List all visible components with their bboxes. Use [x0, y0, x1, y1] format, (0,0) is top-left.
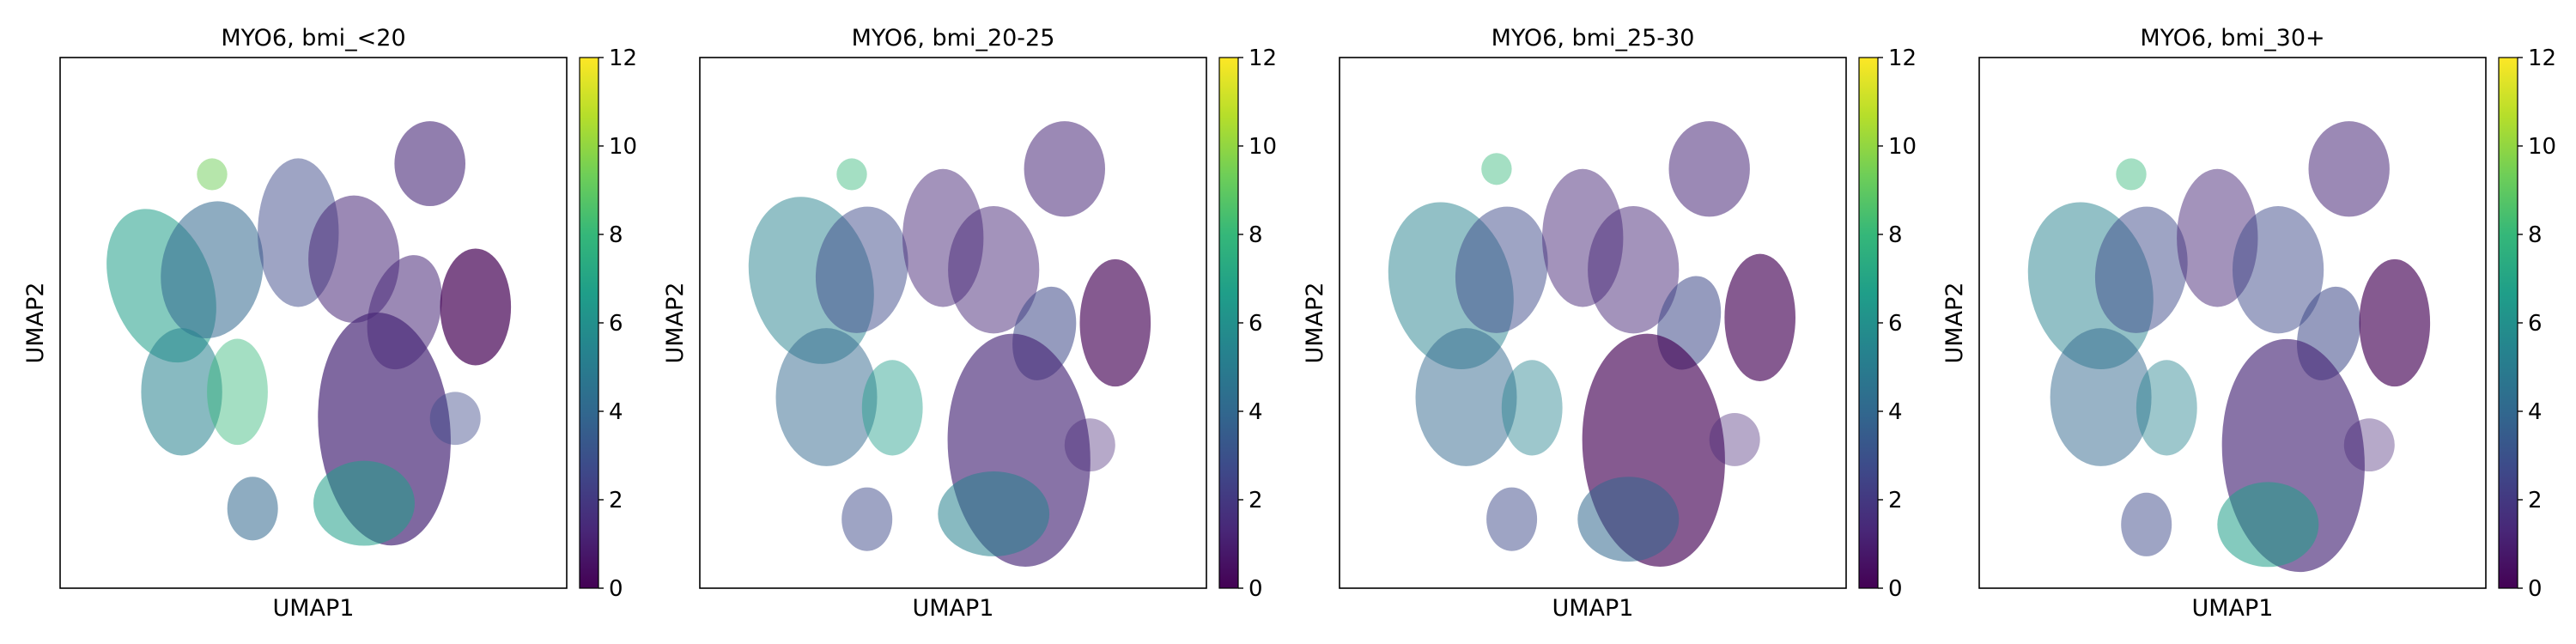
- colorbar-tick-label: 2: [1888, 488, 1903, 513]
- axes-frame: [1978, 57, 2487, 589]
- colorbar-tick-label: 10: [1888, 134, 1917, 160]
- cell-cluster: [1481, 153, 1512, 185]
- cell-cluster: [1588, 206, 1680, 334]
- colorbar-tick-label: 0: [609, 576, 623, 602]
- cell-cluster: [1709, 413, 1760, 466]
- cell-cluster: [1064, 418, 1115, 472]
- colorbar-tick-label: 10: [1249, 134, 1277, 160]
- panel-title: MYO6, bmi_25-30: [1492, 25, 1695, 52]
- cell-cluster: [1079, 258, 1151, 387]
- colorbar-tick-label: 2: [2528, 488, 2543, 513]
- cell-cluster: [141, 328, 222, 456]
- cell-cluster: [1724, 253, 1795, 381]
- colorbar-tick-label: 12: [1249, 46, 1277, 71]
- cell-cluster: [2217, 482, 2319, 568]
- x-axis-label: UMAP1: [2192, 595, 2274, 622]
- colorbar-tick-label: 6: [609, 311, 623, 337]
- colorbar-tick-label: 0: [1888, 576, 1903, 602]
- umap-panel-3: MYO6, bmi_25-30 UMAP1 UMAP2 0 2 4 6 8 10 12: [1302, 25, 1917, 622]
- x-axis-label: UMAP1: [273, 595, 355, 622]
- cell-cluster: [1024, 121, 1106, 217]
- cell-cluster: [1455, 206, 1548, 333]
- scatter-points: [106, 121, 512, 546]
- axes-frame: [59, 57, 568, 589]
- colorbar-tick-label: 8: [2528, 222, 2543, 248]
- colorbar-tick-label: 6: [1888, 311, 1903, 337]
- panel-title: MYO6, bmi_<20: [221, 25, 405, 52]
- colorbar: [1858, 57, 1879, 589]
- cell-cluster: [1415, 328, 1517, 466]
- axes-frame: [699, 57, 1207, 589]
- umap-panel-4: MYO6, bmi_30+ UMAP1 UMAP2 0 2 4 6 8 10 12: [1941, 25, 2556, 622]
- colorbar-tick-label: 6: [1249, 311, 1263, 337]
- cell-cluster: [207, 338, 268, 446]
- cell-cluster: [2308, 121, 2390, 217]
- cell-cluster: [1501, 360, 1563, 456]
- colorbar-tick-label: 0: [1249, 576, 1263, 602]
- panel-title: MYO6, bmi_30+: [2140, 25, 2324, 52]
- cell-cluster: [429, 392, 481, 446]
- colorbar-tick-label: 2: [1249, 488, 1263, 513]
- colorbar-tick-label: 12: [2528, 46, 2556, 71]
- scatter-points: [2027, 121, 2431, 573]
- colorbar-tick-label: 10: [609, 134, 637, 160]
- colorbar: [2498, 57, 2518, 589]
- x-axis-label: UMAP1: [913, 595, 994, 622]
- cell-cluster: [161, 201, 264, 338]
- cell-cluster: [2121, 492, 2172, 556]
- cell-cluster: [1668, 121, 1750, 217]
- y-axis-label: UMAP2: [662, 283, 689, 364]
- panel-title: MYO6, bmi_20-25: [852, 25, 1055, 52]
- cell-cluster: [1577, 477, 1680, 562]
- colorbar: [579, 57, 599, 589]
- cell-cluster: [394, 121, 465, 207]
- colorbar-tick-label: 6: [2528, 311, 2543, 337]
- colorbar-tick-label: 4: [609, 399, 623, 425]
- y-axis-label: UMAP2: [22, 283, 49, 364]
- cell-cluster: [948, 206, 1040, 334]
- cell-cluster: [2094, 206, 2188, 333]
- scatter-points: [748, 121, 1151, 567]
- cell-cluster: [440, 248, 512, 366]
- cell-cluster: [2343, 418, 2395, 472]
- cell-cluster: [197, 158, 228, 191]
- colorbar-tick-label: 4: [1249, 399, 1263, 425]
- cell-cluster: [2136, 360, 2197, 456]
- colorbar-tick-label: 12: [609, 46, 637, 71]
- colorbar-tick-label: 4: [1888, 399, 1903, 425]
- y-axis-label: UMAP2: [1302, 283, 1328, 364]
- cell-cluster: [2233, 206, 2324, 334]
- cell-cluster: [836, 158, 867, 191]
- colorbar-tick-label: 2: [609, 488, 623, 513]
- cell-cluster: [2050, 328, 2152, 466]
- cell-cluster: [775, 328, 878, 466]
- colorbar-tick-label: 10: [2528, 134, 2556, 160]
- cell-cluster: [841, 487, 893, 551]
- umap-panel-2: MYO6, bmi_20-25 UMAP1 UMAP2 0 2 4 6 8 10 12: [662, 25, 1277, 622]
- cell-cluster: [313, 460, 415, 546]
- cell-cluster: [1486, 487, 1538, 551]
- colorbar-tick-label: 4: [2528, 399, 2543, 425]
- colorbar-tick-label: 8: [1249, 222, 1263, 248]
- y-axis-label: UMAP2: [1941, 283, 1968, 364]
- cell-cluster: [2359, 258, 2431, 387]
- cell-cluster: [861, 360, 923, 456]
- colorbar: [1218, 57, 1239, 589]
- colorbar-tick-label: 8: [609, 222, 623, 248]
- cell-cluster: [2116, 158, 2147, 191]
- scatter-points: [1388, 121, 1795, 567]
- x-axis-label: UMAP1: [1552, 595, 1634, 622]
- cell-cluster: [938, 471, 1050, 556]
- axes-frame: [1339, 57, 1847, 589]
- colorbar-tick-label: 8: [1888, 222, 1903, 248]
- cell-cluster: [815, 206, 908, 333]
- cell-cluster: [227, 477, 278, 541]
- umap-panel-1: MYO6, bmi_<20 UMAP1 UMAP2 0 2 4 6 8 10 12: [22, 25, 637, 622]
- colorbar-tick-label: 0: [2528, 576, 2543, 602]
- colorbar-tick-label: 12: [1888, 46, 1917, 71]
